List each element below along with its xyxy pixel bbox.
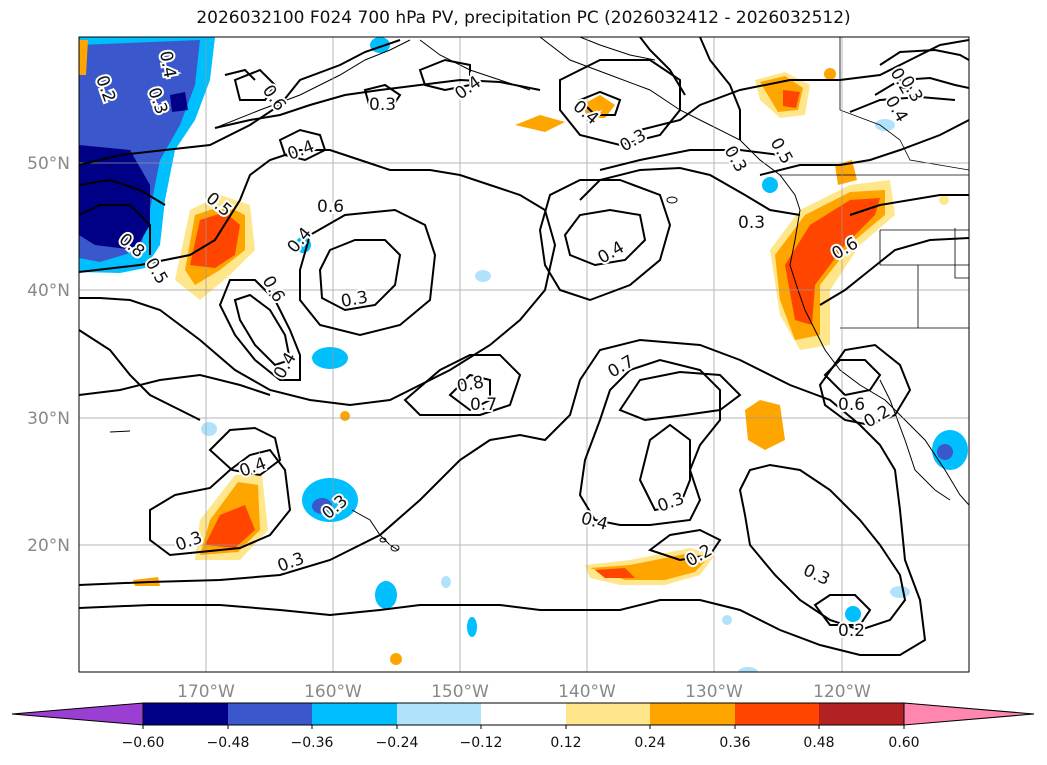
- colorbar-extend-high: [903, 702, 1035, 726]
- contour-label: 0.7: [470, 395, 497, 415]
- colorbar-tick-label: 0.24: [634, 735, 665, 751]
- negative-anomaly-small: [201, 37, 968, 672]
- colorbar: −0.60 −0.48 −0.36 −0.24 −0.12 0.12 0.24 …: [11, 702, 1035, 751]
- contour-label: 0.3: [738, 213, 765, 233]
- lon-label: 120°W: [813, 682, 871, 702]
- map-plot-area: 0.4 0.2 0.3 0.6 0.3 0.4 0.4 0.3 0.4 0.3 …: [79, 37, 969, 672]
- lat-label: 30°N: [27, 409, 70, 429]
- colorbar-segment: [312, 703, 397, 725]
- colorbar-segment: [143, 703, 228, 725]
- lon-label: 140°W: [558, 682, 616, 702]
- colorbar-segment: [735, 703, 819, 725]
- colorbar-segment: [819, 703, 904, 725]
- colorbar-tick-label: 0.48: [803, 735, 834, 751]
- pv-contours: [79, 37, 969, 656]
- contour-label: 0.3: [369, 95, 396, 115]
- lon-label: 170°W: [177, 682, 235, 702]
- country-borders: [780, 37, 969, 329]
- colorbar-tick-label: 0.60: [888, 735, 919, 751]
- colorbar-segment: [228, 703, 312, 725]
- negative-anomaly-northwest: [79, 37, 215, 273]
- latitude-labels: 50°N 40°N 30°N 20°N: [27, 154, 70, 556]
- longitude-labels: 170°W 160°W 150°W 140°W 130°W 120°W: [177, 682, 871, 702]
- colorbar-segment: [566, 703, 650, 725]
- colorbar-tick-label: −0.24: [376, 735, 419, 751]
- graticule: [79, 37, 969, 672]
- lon-label: 130°W: [685, 682, 743, 702]
- colorbar-tick-label: 0.36: [719, 735, 750, 751]
- colorbar-tick-label: −0.60: [122, 735, 165, 751]
- colorbar-tick-label: −0.36: [291, 735, 334, 751]
- colorbar-segment: [650, 703, 735, 725]
- colorbar-extend-low: [11, 702, 144, 726]
- map-frame: [78, 36, 970, 673]
- colorbar-segment: [481, 703, 566, 725]
- colorbar-tick-label: −0.48: [207, 735, 250, 751]
- colorbar-segment: [397, 703, 481, 725]
- map-title: 2026032100 F024 700 hPa PV, precipitatio…: [196, 8, 851, 28]
- lat-label: 40°N: [27, 281, 70, 301]
- lat-label: 50°N: [27, 154, 70, 174]
- contour-label: 0.6: [317, 197, 344, 217]
- colorbar-tick-label: −0.12: [460, 735, 503, 751]
- lat-label: 20°N: [27, 536, 70, 556]
- lon-label: 160°W: [304, 682, 362, 702]
- lon-label: 150°W: [431, 682, 489, 702]
- contour-label: 0.2: [838, 621, 865, 641]
- contour-label: 0.6: [838, 395, 865, 415]
- colorbar-tick-label: 0.12: [550, 735, 581, 751]
